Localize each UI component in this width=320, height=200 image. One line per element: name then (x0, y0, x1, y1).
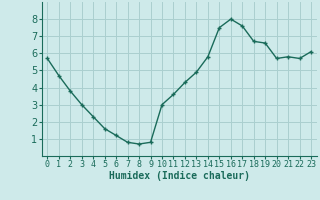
X-axis label: Humidex (Indice chaleur): Humidex (Indice chaleur) (109, 171, 250, 181)
